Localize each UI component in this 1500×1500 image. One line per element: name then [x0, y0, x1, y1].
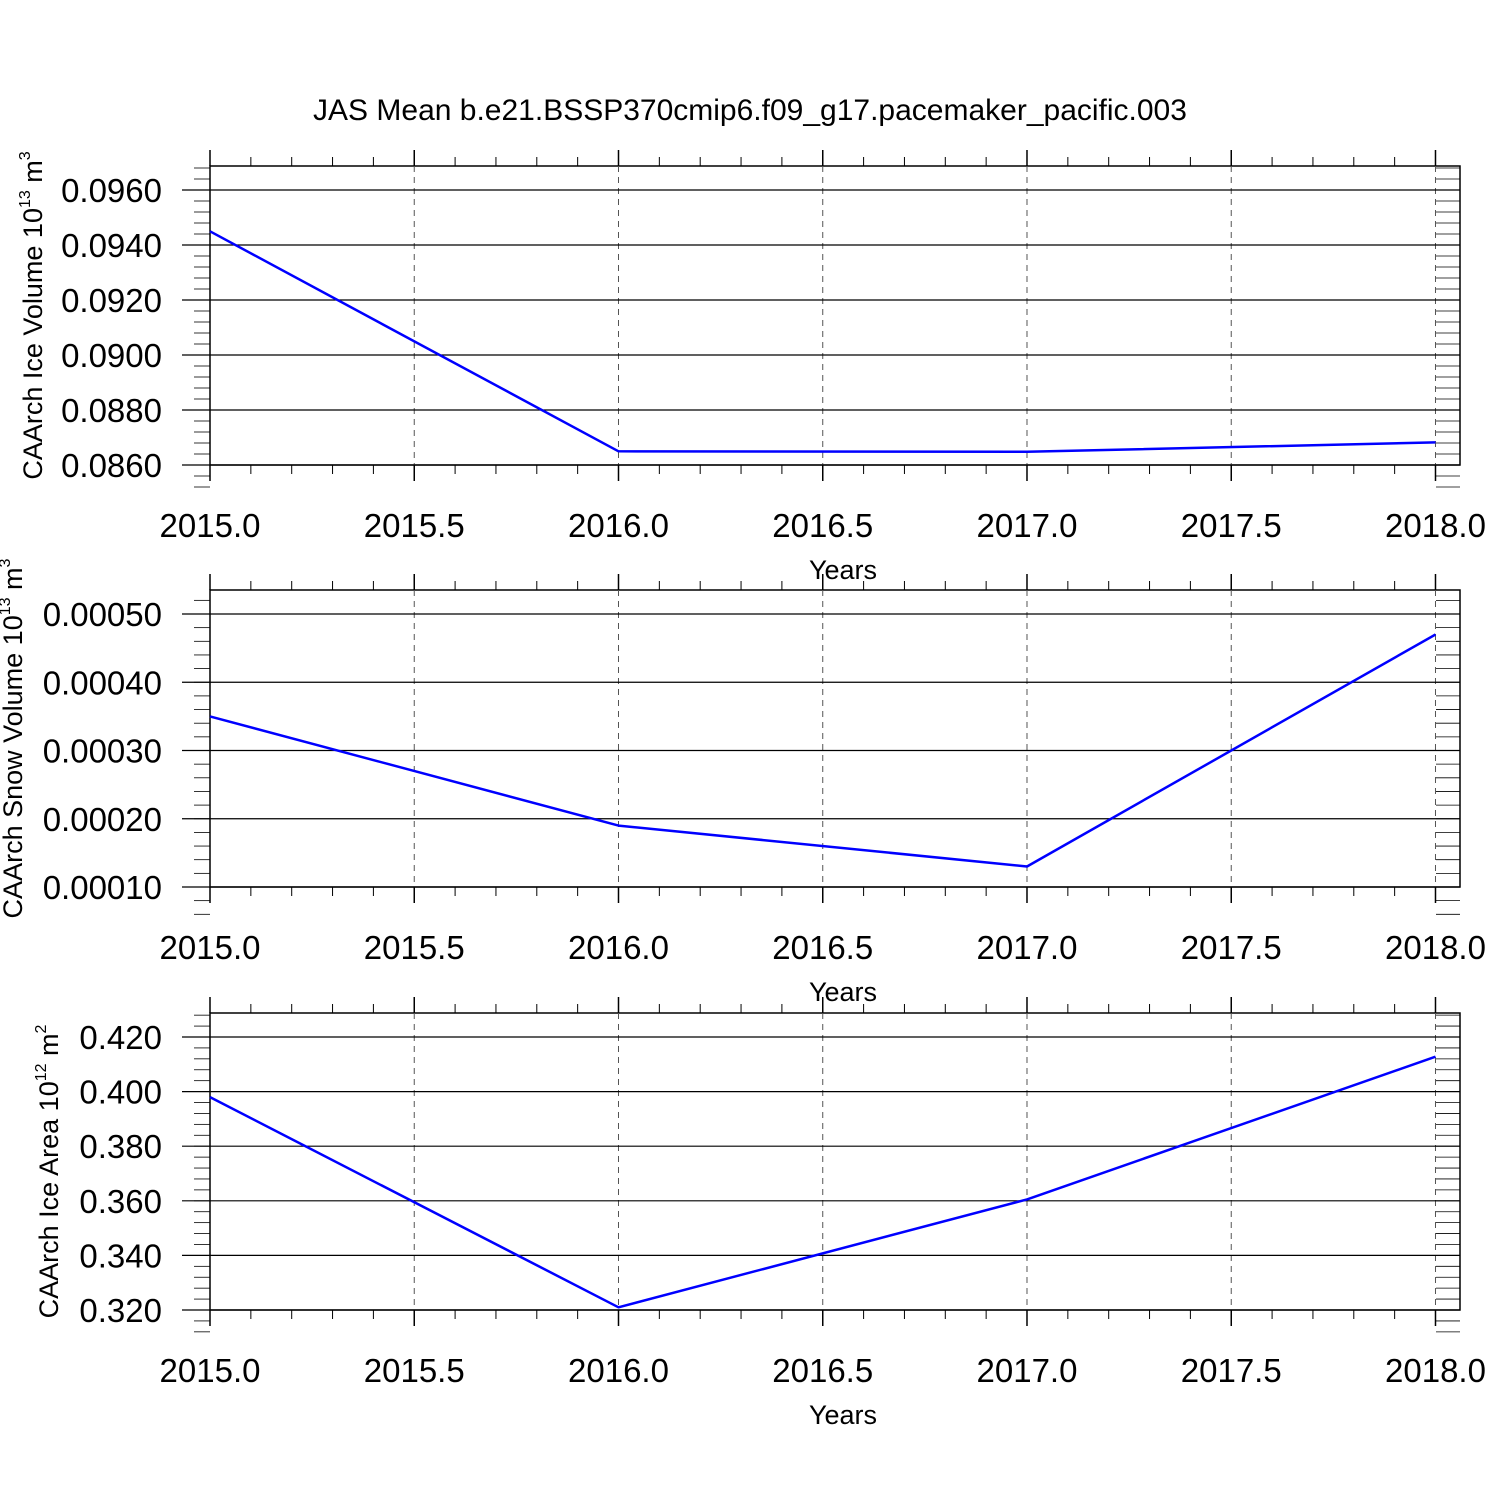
y-tick-label: 0.360: [79, 1183, 162, 1220]
x-tick-label: 2015.5: [364, 929, 465, 966]
x-tick-label: 2017.0: [977, 507, 1078, 544]
x-tick-label: 2018.0: [1385, 507, 1486, 544]
x-tick-label: 2016.0: [568, 929, 669, 966]
y-tick-label: 0.0920: [61, 282, 162, 319]
chart-panel-2: 2015.0 2015.5 2016.0 2016.5 2017.0 2017.5 2018…: [0, 558, 1486, 1007]
chart-title: JAS Mean b.e21.BSSP370cmip6.f09_g17.pace…: [313, 94, 1187, 127]
x-axis-label: Years: [809, 1400, 877, 1430]
series-line-1: [209, 633, 1437, 868]
chart-panel-3: 2015.0 2015.5 2016.0 2016.5 2017.0 2017.5 2018…: [33, 997, 1486, 1430]
y-tick-label: 0.00030: [43, 733, 162, 770]
x-tick-label: 2016.5: [772, 507, 873, 544]
x-tick-label: 2015.0: [160, 929, 261, 966]
y-tick-label: 0.00040: [43, 664, 162, 701]
y-tick-label: 0.320: [79, 1292, 162, 1329]
series-line-1: [209, 230, 1436, 454]
x-tick-label: 2016.0: [568, 507, 669, 544]
chart-panels: 2015.0 2015.5 2016.0 2016.5 2017.0 2017.5 2018…: [0, 150, 1486, 1430]
y-tick-label: 0.0940: [61, 227, 162, 264]
x-tick-label: 2015.5: [364, 1352, 465, 1389]
y-tick-label: 0.00010: [43, 869, 162, 906]
y-tick-label: 0.400: [79, 1074, 162, 1111]
y-tick-label: 0.0900: [61, 337, 162, 374]
y-tick-label: 0.340: [79, 1237, 162, 1274]
plot-frame: [209, 1012, 1461, 1311]
y-tick-label: 0.00020: [43, 801, 162, 838]
x-tick-label: 2016.5: [772, 929, 873, 966]
y-tick-label: 0.380: [79, 1128, 162, 1165]
series-line-1: [209, 1055, 1436, 1309]
y-tick-label: 0.420: [79, 1019, 162, 1056]
x-tick-label: 2015.5: [364, 507, 465, 544]
x-tick-label: 2015.0: [160, 1352, 261, 1389]
y-tick-label: 0.0880: [61, 392, 162, 429]
x-axis-label: Years: [809, 977, 877, 1007]
y-axis-label: CAArch Ice Volume 1013 m3: [17, 151, 48, 479]
x-tick-label: 2017.5: [1181, 507, 1282, 544]
x-tick-label: 2016.5: [772, 1352, 873, 1389]
x-tick-label: 2017.0: [977, 1352, 1078, 1389]
x-tick-label: 2015.0: [160, 507, 261, 544]
chart-panel-1: 2015.0 2015.5 2016.0 2016.5 2017.0 2017.5 2018…: [17, 150, 1486, 585]
plot-frame: [209, 165, 1461, 466]
x-tick-label: 2017.5: [1181, 929, 1282, 966]
x-tick-label: 2016.0: [568, 1352, 669, 1389]
y-tick-label: 0.00050: [43, 596, 162, 633]
y-tick-label: 0.0960: [61, 172, 162, 209]
x-axis-label: Years: [809, 555, 877, 585]
x-tick-label: 2018.0: [1385, 929, 1486, 966]
y-tick-label: 0.0860: [61, 447, 162, 484]
y-axis-label: CAArch Snow Volume 1013 m3: [0, 558, 28, 918]
x-tick-label: 2017.5: [1181, 1352, 1282, 1389]
x-tick-label: 2018.0: [1385, 1352, 1486, 1389]
y-axis-label: CAArch Ice Area 1012 m2: [33, 1024, 64, 1318]
plot-frame: [209, 589, 1461, 888]
x-tick-label: 2017.0: [977, 929, 1078, 966]
